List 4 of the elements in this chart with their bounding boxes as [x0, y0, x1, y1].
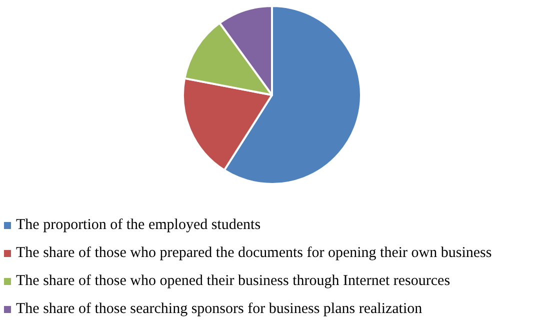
legend-label: The share of those who prepared the documents for opening their own business	[16, 245, 492, 261]
legend-label: The proportion of the employed students	[16, 217, 261, 233]
legend-label: The share of those searching sponsors for business plans realization	[16, 301, 423, 317]
legend-label: The share of those who opened their business through Internet resources	[16, 273, 450, 289]
